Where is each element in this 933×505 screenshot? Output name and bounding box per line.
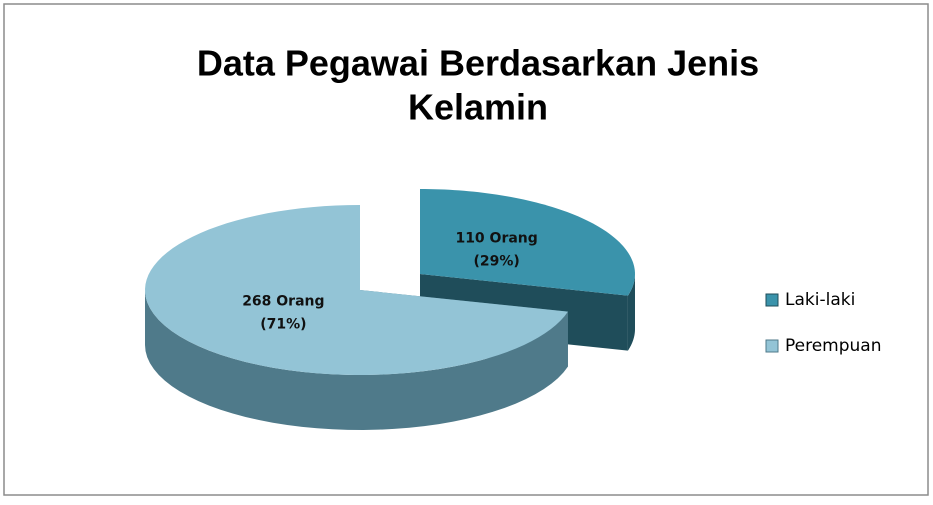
slice-top: [420, 189, 635, 296]
data-label-percent: (71%): [260, 316, 306, 332]
legend-swatch: [765, 293, 779, 307]
pie-slice: [145, 205, 568, 430]
data-label: 110 Orang: [455, 231, 537, 247]
chart-subtitle: Kelamin: [408, 87, 548, 128]
slice-wall: [145, 290, 568, 430]
chart-title: Data Pegawai Berdasarkan Jenis: [197, 43, 759, 84]
legend-label: Perempuan: [785, 336, 882, 356]
data-label-percent: (29%): [473, 254, 519, 270]
legend-swatch: [765, 339, 779, 353]
slice-top: [145, 205, 568, 375]
data-label: 268 Orang: [242, 293, 324, 309]
slice-wall: [627, 274, 635, 351]
legend-label: Laki-laki: [785, 290, 855, 310]
